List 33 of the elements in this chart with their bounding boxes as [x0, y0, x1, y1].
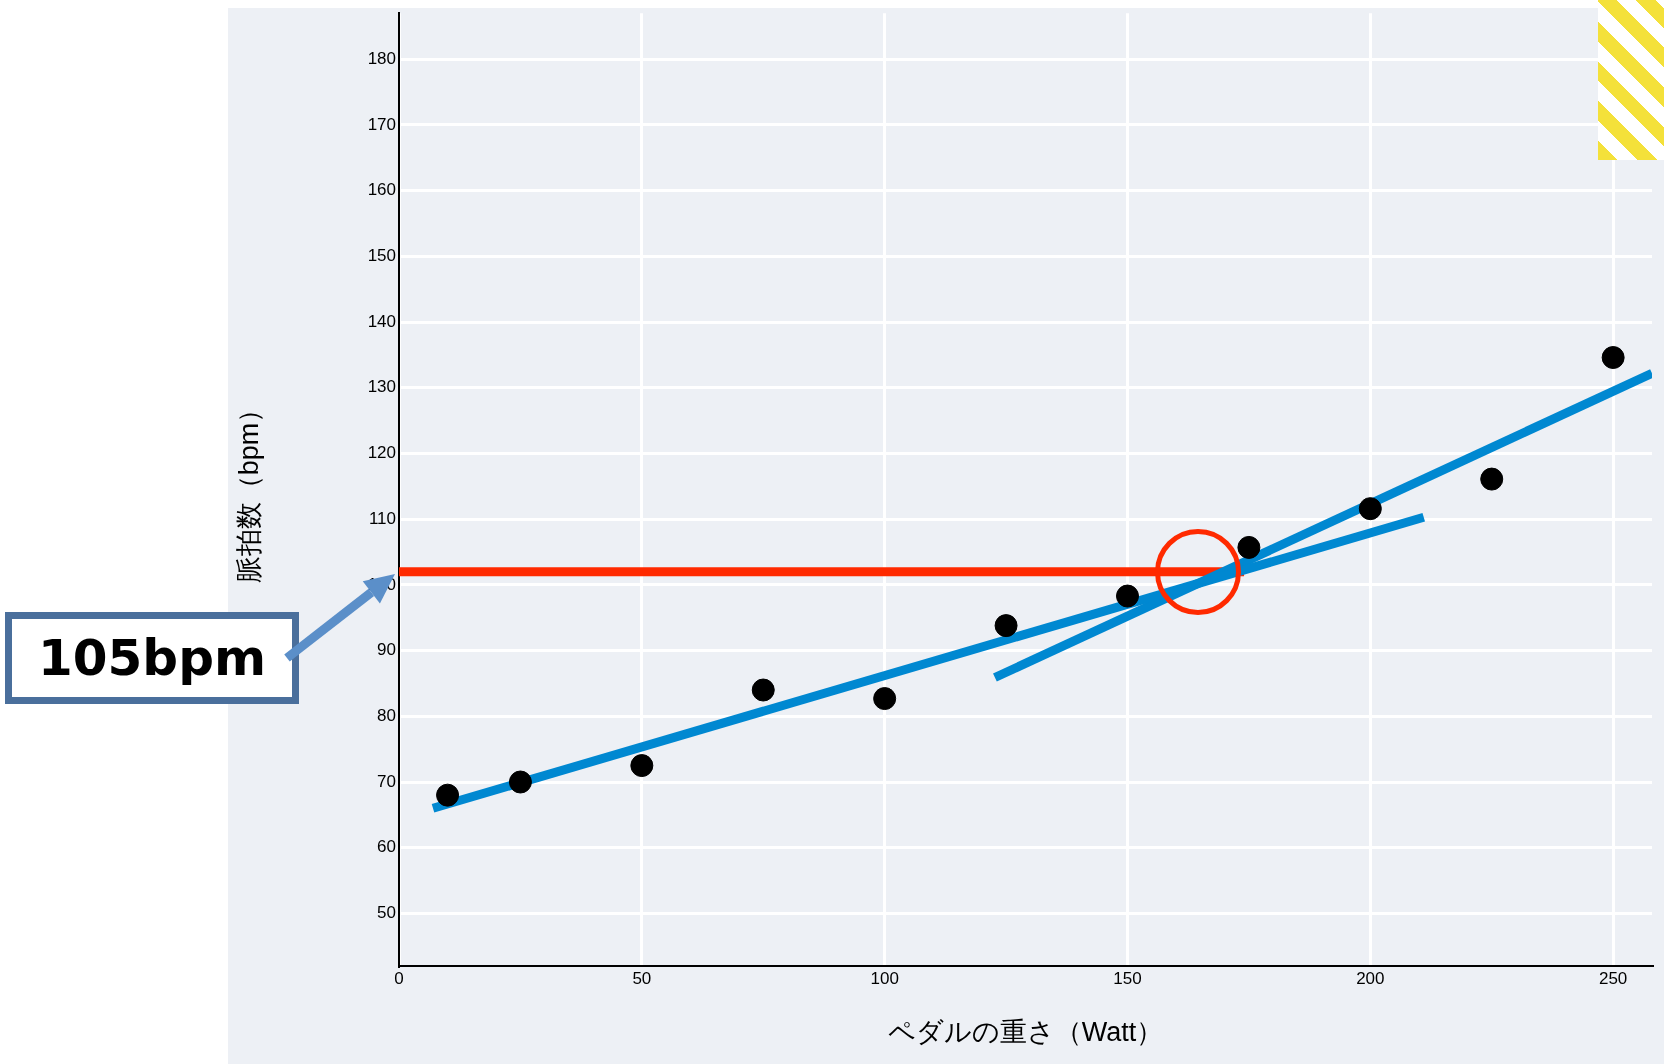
point — [1115, 584, 1139, 608]
point — [994, 614, 1018, 638]
point — [1358, 497, 1382, 521]
point — [751, 678, 775, 702]
annotation: 105bpm — [5, 611, 300, 704]
y-tick-label: 80 — [377, 705, 396, 725]
y-axis-title: 脈拍数（bpm） — [233, 395, 264, 584]
y-tick-label: 130 — [367, 377, 396, 397]
x-tick-label: 250 — [1598, 968, 1628, 988]
y-tick-label: 160 — [367, 180, 396, 200]
y-tick-label: 170 — [367, 114, 396, 134]
y-tick-label: 50 — [377, 903, 396, 923]
y-tick-label: 120 — [367, 443, 396, 463]
x-axis-title: ペダルの重さ（Watt） — [887, 1017, 1164, 1048]
y-tick-label: 150 — [367, 246, 396, 266]
point — [436, 783, 460, 807]
y-tick-label: 140 — [367, 311, 396, 331]
point — [1237, 535, 1261, 559]
x-tick-label: 150 — [1113, 968, 1142, 988]
y-tick-label: 110 — [368, 508, 396, 528]
point — [630, 754, 654, 778]
point — [508, 770, 532, 794]
point — [1601, 346, 1625, 370]
y-tick-label: 90 — [377, 640, 396, 660]
x-tick-label: 100 — [870, 968, 899, 988]
x-tick-label: 200 — [1356, 968, 1385, 988]
point — [1480, 467, 1504, 491]
x-tick-label: 0 — [394, 968, 404, 988]
y-tick-label: 70 — [377, 771, 396, 791]
point — [873, 687, 897, 711]
y-tick-label: 180 — [367, 48, 396, 68]
x-tick-label: 50 — [632, 968, 652, 988]
y-tick-label: 60 — [377, 837, 396, 857]
